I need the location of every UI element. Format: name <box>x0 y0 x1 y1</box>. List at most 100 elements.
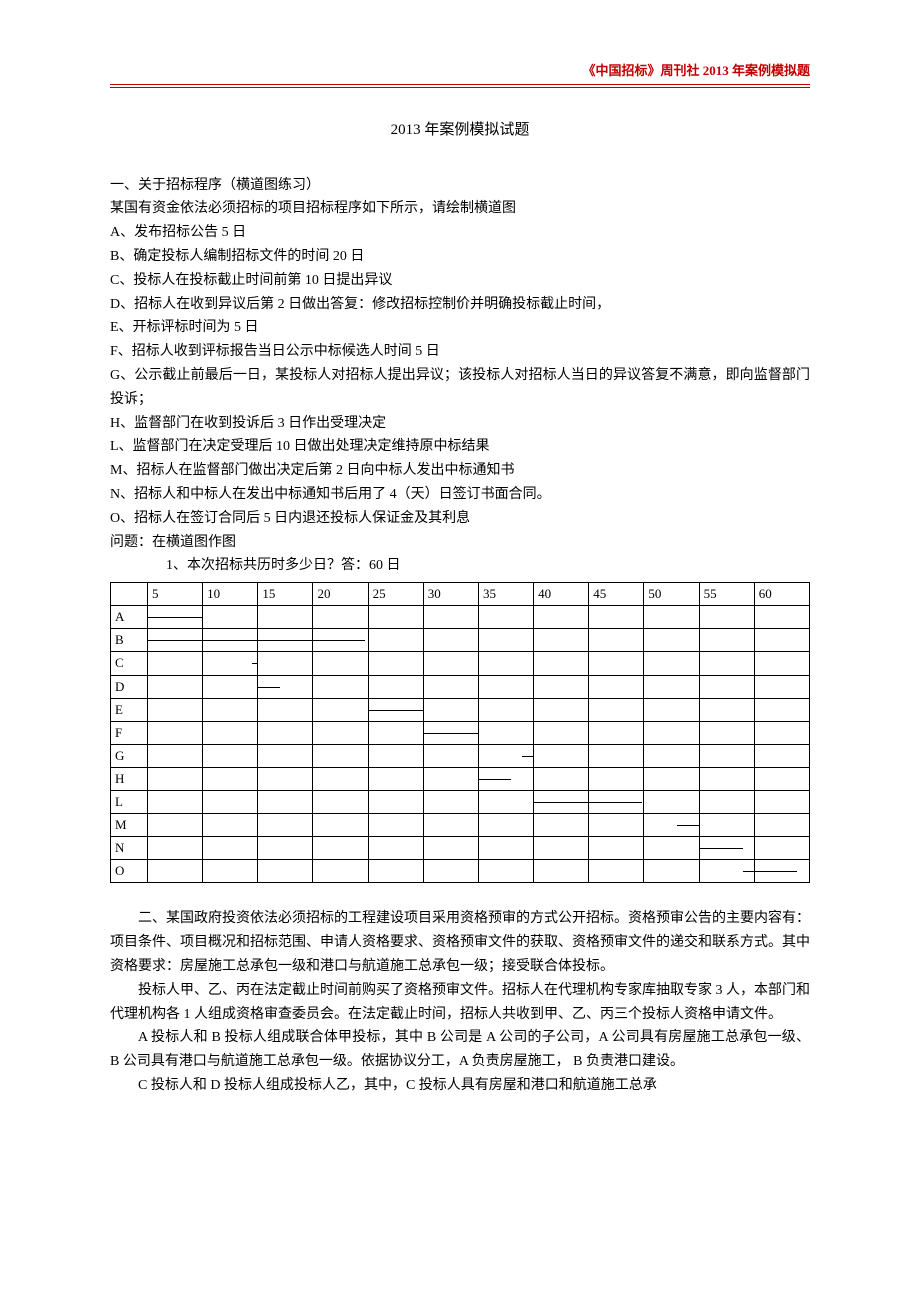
gantt-cell-F-2 <box>203 721 258 744</box>
gantt-cell-O-11 <box>699 860 754 883</box>
gantt-cell-G-7 <box>478 744 533 767</box>
gantt-cell-G-5 <box>368 744 423 767</box>
gantt-bar-C <box>252 663 257 664</box>
gantt-cell-C-12 <box>754 652 809 675</box>
gantt-cell-O-2 <box>203 860 258 883</box>
gantt-cell-C-7 <box>478 652 533 675</box>
gantt-body: ABCDEFGHLMNO <box>111 606 810 883</box>
gantt-cell-B-8 <box>534 629 589 652</box>
gantt-col-60: 60 <box>754 583 809 606</box>
gantt-cell-H-7 <box>478 767 533 790</box>
gantt-cell-O-1 <box>148 860 203 883</box>
gantt-col-5: 5 <box>148 583 203 606</box>
gantt-col-45: 45 <box>589 583 644 606</box>
gantt-cell-F-6 <box>423 721 478 744</box>
gantt-cell-A-9 <box>589 606 644 629</box>
s1-item-c: C、投标人在投标截止时间前第 10 日提出异议 <box>110 269 810 293</box>
gantt-cell-B-1 <box>148 629 203 652</box>
gantt-cell-E-1 <box>148 698 203 721</box>
gantt-cell-B-11 <box>699 629 754 652</box>
gantt-cell-C-6 <box>423 652 478 675</box>
gantt-table: 51015202530354045505560 ABCDEFGHLMNO <box>110 582 810 883</box>
gantt-row-F: F <box>111 721 810 744</box>
gantt-cell-A-3 <box>258 606 313 629</box>
gantt-cell-E-12 <box>754 698 809 721</box>
gantt-rowlabel-N: N <box>111 837 148 860</box>
s2-p1: 二、某国政府投资依法必须招标的工程建设项目采用资格预审的方式公开招标。资格预审公… <box>110 907 810 978</box>
gantt-cell-D-8 <box>534 675 589 698</box>
gantt-col-50: 50 <box>644 583 699 606</box>
gantt-cell-H-5 <box>368 767 423 790</box>
gantt-row-A: A <box>111 606 810 629</box>
gantt-cell-C-3 <box>258 652 313 675</box>
gantt-cell-N-7 <box>478 837 533 860</box>
gantt-cell-N-4 <box>313 837 368 860</box>
gantt-cell-G-6 <box>423 744 478 767</box>
gantt-rowlabel-F: F <box>111 721 148 744</box>
gantt-cell-L-8 <box>534 790 589 813</box>
gantt-cell-C-9 <box>589 652 644 675</box>
gantt-cell-H-11 <box>699 767 754 790</box>
gantt-row-E: E <box>111 698 810 721</box>
gantt-cell-H-6 <box>423 767 478 790</box>
gantt-cell-D-12 <box>754 675 809 698</box>
gantt-cell-N-10 <box>644 837 699 860</box>
gantt-cell-E-6 <box>423 698 478 721</box>
gantt-cell-E-5 <box>368 698 423 721</box>
gantt-rowlabel-D: D <box>111 675 148 698</box>
gantt-cell-O-4 <box>313 860 368 883</box>
gantt-cell-M-6 <box>423 814 478 837</box>
gantt-cell-H-9 <box>589 767 644 790</box>
s1-item-d: D、招标人在收到异议后第 2 日做出答复：修改招标控制价并明确投标截止时间， <box>110 293 810 317</box>
s1-question-label: 问题：在横道图作图 <box>110 531 810 555</box>
gantt-cell-E-10 <box>644 698 699 721</box>
s1-item-n: N、招标人和中标人在发出中标通知书后用了 4（天）日签订书面合同。 <box>110 483 810 507</box>
gantt-cell-H-1 <box>148 767 203 790</box>
gantt-cell-B-5 <box>368 629 423 652</box>
gantt-cell-D-2 <box>203 675 258 698</box>
gantt-cell-D-10 <box>644 675 699 698</box>
gantt-row-O: O <box>111 860 810 883</box>
gantt-row-D: D <box>111 675 810 698</box>
gantt-cell-L-2 <box>203 790 258 813</box>
gantt-cell-D-1 <box>148 675 203 698</box>
gantt-cell-O-6 <box>423 860 478 883</box>
header-text: 《中国招标》周刊社 2013 年案例模拟题 <box>110 60 810 84</box>
gantt-col-10: 10 <box>203 583 258 606</box>
gantt-cell-A-11 <box>699 606 754 629</box>
gantt-cell-G-11 <box>699 744 754 767</box>
gantt-cell-H-10 <box>644 767 699 790</box>
gantt-cell-N-11 <box>699 837 754 860</box>
gantt-cell-M-3 <box>258 814 313 837</box>
gantt-cell-B-6 <box>423 629 478 652</box>
gantt-rowlabel-A: A <box>111 606 148 629</box>
gantt-cell-N-9 <box>589 837 644 860</box>
gantt-cell-D-6 <box>423 675 478 698</box>
header-rule-top: 《中国招标》周刊社 2013 年案例模拟题 <box>110 60 810 85</box>
gantt-cell-O-7 <box>478 860 533 883</box>
gantt-cell-F-9 <box>589 721 644 744</box>
gantt-cell-F-7 <box>478 721 533 744</box>
gantt-bar-A <box>148 617 202 618</box>
s1-heading: 一、关于招标程序（横道图练习） <box>110 174 810 198</box>
gantt-cell-A-6 <box>423 606 478 629</box>
s1-item-g: G、公示截止前最后一日，某投标人对招标人提出异议；该投标人对招标人当日的异议答复… <box>110 364 810 412</box>
gantt-cell-G-8 <box>534 744 589 767</box>
gantt-cell-B-2 <box>203 629 258 652</box>
gantt-cell-L-4 <box>313 790 368 813</box>
gantt-cell-M-12 <box>754 814 809 837</box>
gantt-cell-E-8 <box>534 698 589 721</box>
gantt-cell-M-1 <box>148 814 203 837</box>
gantt-cell-A-4 <box>313 606 368 629</box>
gantt-rowlabel-M: M <box>111 814 148 837</box>
gantt-cell-H-3 <box>258 767 313 790</box>
gantt-cell-L-1 <box>148 790 203 813</box>
gantt-cell-E-3 <box>258 698 313 721</box>
gantt-cell-B-3 <box>258 629 313 652</box>
gantt-header-row: 51015202530354045505560 <box>111 583 810 606</box>
gantt-cell-A-5 <box>368 606 423 629</box>
gantt-cell-G-2 <box>203 744 258 767</box>
gantt-cell-B-10 <box>644 629 699 652</box>
gantt-cell-G-9 <box>589 744 644 767</box>
gantt-cell-D-5 <box>368 675 423 698</box>
